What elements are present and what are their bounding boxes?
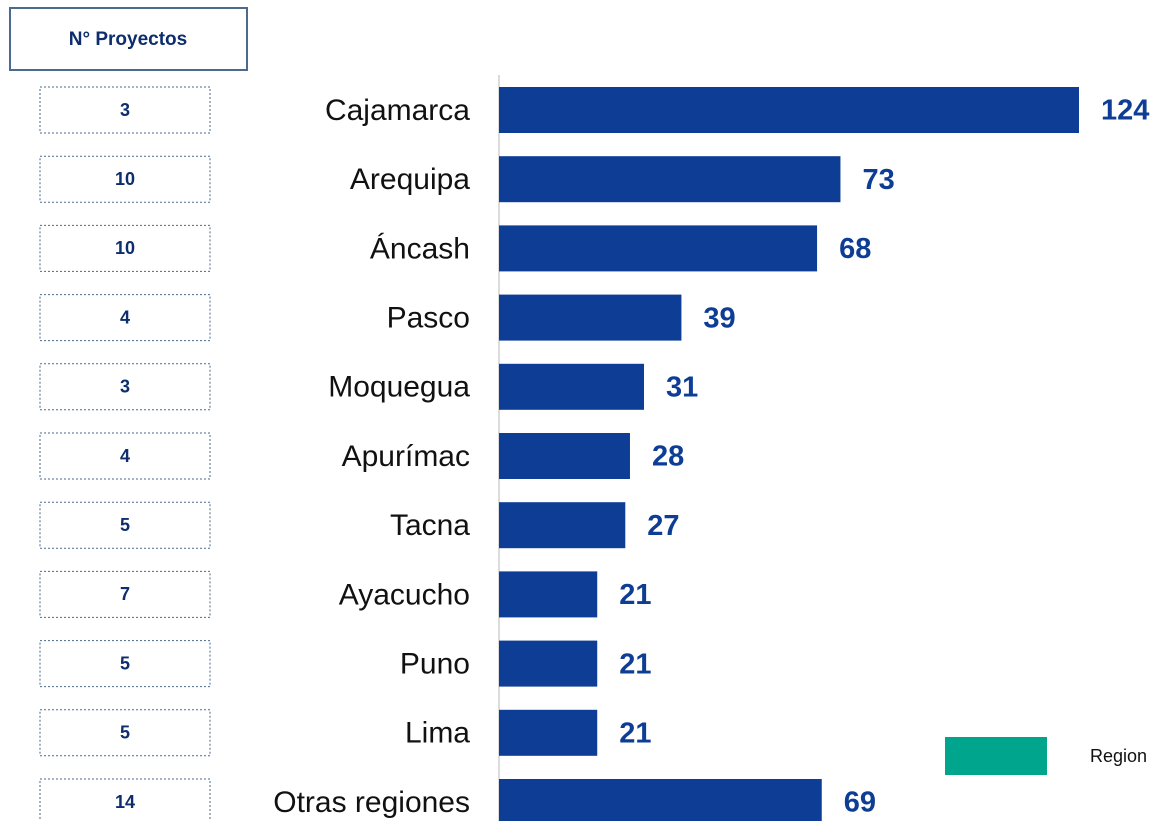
bar — [499, 294, 682, 341]
bar — [499, 709, 598, 756]
value-label: 31 — [666, 371, 698, 403]
legend-label: Region — [1090, 746, 1147, 766]
value-label: 69 — [844, 787, 876, 819]
project-count: 10 — [115, 238, 135, 258]
category-label: Áncash — [370, 232, 470, 265]
value-label: 28 — [652, 441, 684, 473]
legend-swatch — [945, 737, 1047, 775]
bar — [499, 571, 598, 618]
bar — [499, 779, 822, 821]
projects-header: N° Proyectos — [69, 29, 187, 50]
bar — [499, 156, 841, 203]
project-count: 5 — [120, 723, 130, 743]
bar — [499, 363, 644, 410]
category-label: Lima — [405, 717, 470, 750]
project-box — [39, 640, 211, 688]
project-count: 10 — [115, 169, 135, 189]
category-label: Arequipa — [350, 163, 470, 196]
category-label: Otras regiones — [273, 786, 470, 819]
value-label: 27 — [647, 510, 679, 542]
project-box — [39, 224, 211, 272]
category-label: Cajamarca — [325, 94, 470, 127]
project-box — [39, 778, 211, 821]
value-label: 124 — [1101, 95, 1149, 127]
project-box — [39, 501, 211, 549]
category-label: Moquegua — [328, 371, 470, 404]
project-count: 3 — [120, 100, 130, 120]
value-label: 73 — [862, 164, 894, 196]
bar — [499, 225, 818, 272]
bar — [499, 502, 626, 549]
project-count: 5 — [120, 653, 130, 673]
project-box — [39, 432, 211, 480]
header-box — [9, 7, 248, 71]
project-box — [39, 709, 211, 757]
value-label: 39 — [703, 302, 735, 334]
category-label: Tacna — [390, 509, 470, 542]
category-label: Apurímac — [342, 440, 470, 473]
category-label: Puno — [400, 648, 470, 681]
project-count: 3 — [120, 377, 130, 397]
project-count: 7 — [120, 584, 130, 604]
category-label: Ayacucho — [339, 578, 470, 611]
project-count: 4 — [120, 446, 130, 466]
bar — [499, 640, 598, 687]
project-box — [39, 155, 211, 203]
bar — [499, 433, 630, 479]
bar — [499, 87, 1079, 133]
project-box — [39, 294, 211, 342]
value-label: 21 — [619, 717, 651, 749]
project-count: 5 — [120, 515, 130, 535]
category-label: Pasco — [387, 302, 470, 335]
value-label: 21 — [619, 648, 651, 680]
project-box — [39, 570, 211, 618]
project-count: 4 — [120, 307, 130, 327]
project-count: 14 — [115, 792, 135, 812]
project-box — [39, 363, 211, 411]
project-box — [39, 86, 211, 134]
value-label: 68 — [839, 233, 871, 265]
value-label: 21 — [619, 579, 651, 611]
